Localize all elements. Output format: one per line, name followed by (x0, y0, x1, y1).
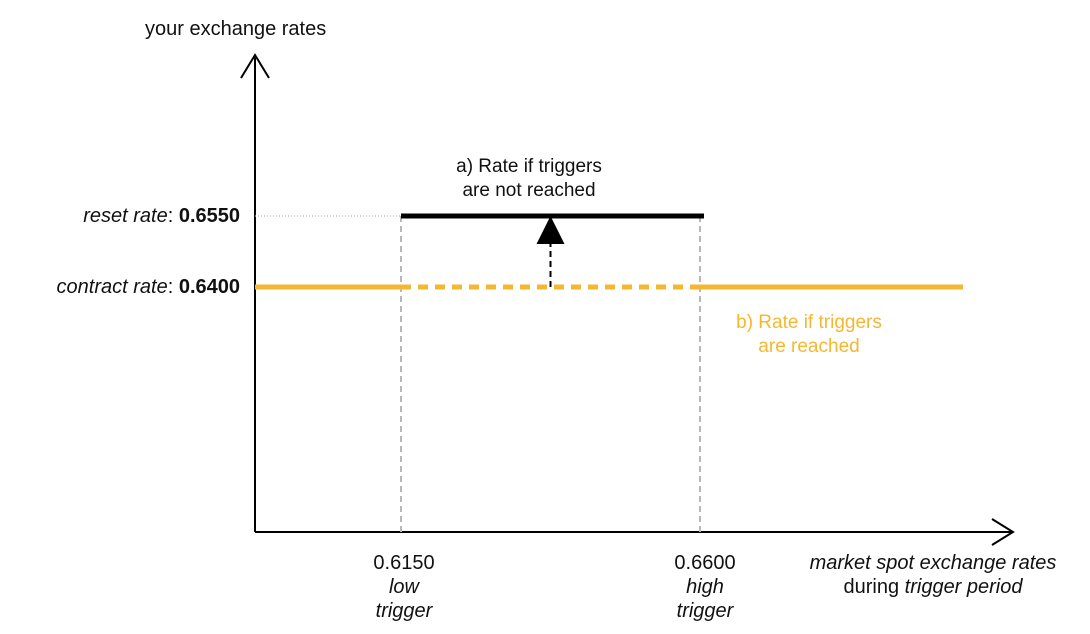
contract-rate-value: 0.6400 (178, 276, 240, 298)
legend-a-line2: are not reached (462, 180, 596, 201)
legend-b-line1: b) Rate if triggers (736, 312, 882, 333)
reset-rate-label: reset rate: 0.6550 (32, 204, 240, 228)
x-axis-title-prefix: during (843, 576, 900, 598)
contract-rate-label: contract rate: 0.6400 (0, 275, 240, 299)
contract-rate-name: contract rate (56, 276, 168, 298)
low-trigger-label: 0.6150 low trigger (344, 551, 464, 623)
legend-b: b) Rate if triggers are reached (689, 311, 929, 359)
legend-b-line2: are reached (758, 336, 860, 357)
x-axis-arrow (991, 518, 1015, 546)
legend-a: a) Rate if triggers are not reached (409, 155, 649, 203)
y-axis-title: your exchange rates (145, 17, 326, 41)
x-axis-title: market spot exchange rates during trigge… (778, 551, 1088, 599)
low-trigger-value: 0.6150 (373, 552, 435, 574)
contract-rate-separator: : (167, 276, 179, 298)
high-trigger-line2: trigger (676, 600, 734, 622)
x-axis-title-italic: trigger period (904, 576, 1023, 598)
high-trigger-value: 0.6600 (674, 552, 736, 574)
y-axis-title-text: your exchange rates (145, 18, 327, 40)
reset-rate-separator: : (167, 205, 179, 227)
x-axis-title-line2: during trigger period (778, 575, 1088, 599)
reset-rate-name: reset rate (83, 205, 168, 227)
high-trigger-label: 0.6600 high trigger (645, 551, 765, 623)
low-trigger-line1: low (388, 576, 419, 598)
low-trigger-line2: trigger (375, 600, 433, 622)
y-axis-arrow (240, 53, 270, 79)
reset-rate-value: 0.6550 (178, 205, 240, 227)
high-trigger-line1: high (686, 576, 724, 598)
legend-a-line1: a) Rate if triggers (456, 156, 602, 177)
x-axis-title-line1: market spot exchange rates (809, 552, 1057, 574)
